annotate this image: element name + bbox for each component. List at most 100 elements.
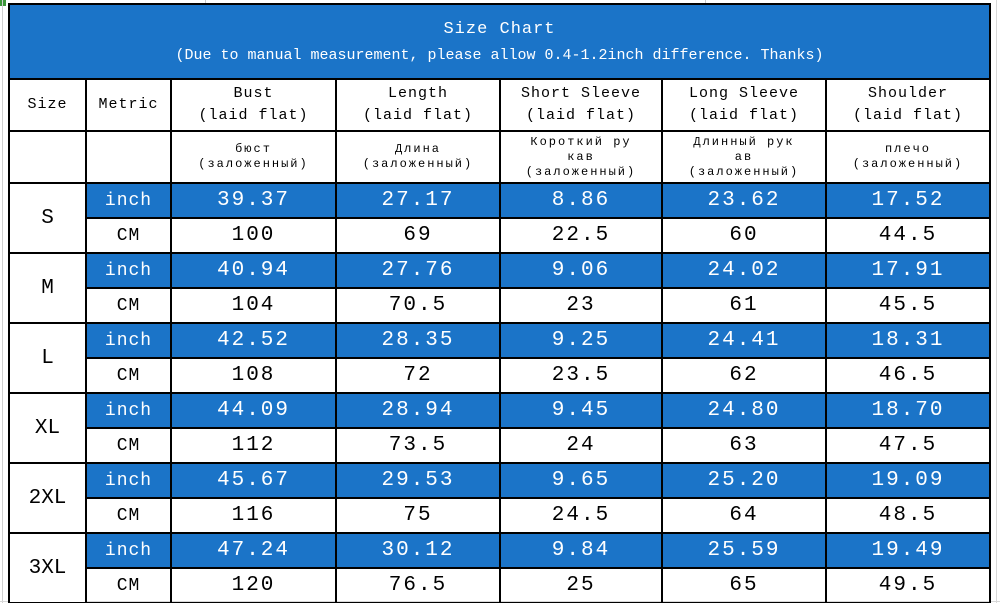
measurement-cell-cm: 25: [499, 567, 663, 603]
measurement-cell-inch: 9.25: [499, 322, 663, 359]
unit-label-cm: CM: [85, 497, 172, 534]
measurement-cell-inch: 28.94: [335, 392, 501, 429]
chart-subtitle: (Due to manual measurement, please allow…: [175, 46, 824, 64]
size-row-cm: CM 116 75 24.5 64 48.5: [9, 497, 991, 534]
size-label: S: [8, 182, 87, 254]
measurement-cell-cm: 100: [170, 217, 337, 254]
measurement-cell-inch: 42.52: [170, 322, 337, 359]
unit-label-inch: inch: [85, 462, 172, 499]
measurement-cell-cm: 108: [170, 357, 337, 394]
measurement-cell-inch: 27.76: [335, 252, 501, 289]
measurement-cell-inch: 9.65: [499, 462, 663, 499]
column-header-label: Long Sleeve: [688, 85, 800, 102]
measurement-cell-inch: 24.41: [661, 322, 827, 359]
unit-label-inch: inch: [85, 182, 172, 219]
russian-header-length: Длина (заложенный): [335, 130, 501, 184]
size-row-cm: CM 120 76.5 25 65 49.5: [9, 567, 991, 603]
column-header-long-sleeve: Long Sleeve (laid flat): [661, 78, 827, 132]
unit-label-inch: inch: [85, 532, 172, 569]
column-header-label: Short Sleeve: [520, 85, 642, 102]
measurement-cell-inch: 28.35: [335, 322, 501, 359]
measurement-cell-cm: 23.5: [499, 357, 663, 394]
size-chart-table: Size Chart (Due to manual measurement, p…: [8, 3, 991, 603]
measurement-cell-inch: 23.62: [661, 182, 827, 219]
banner: Size Chart (Due to manual measurement, p…: [8, 3, 991, 80]
measurement-cell-cm: 76.5: [335, 567, 501, 603]
size-row-cm: CM 108 72 23.5 62 46.5: [9, 357, 991, 394]
column-header-size: Size: [8, 78, 87, 132]
unit-label-inch: inch: [85, 252, 172, 289]
measurement-cell-inch: 9.45: [499, 392, 663, 429]
measurement-cell-inch: 8.86: [499, 182, 663, 219]
measurement-cell-inch: 24.02: [661, 252, 827, 289]
size-row-inch: XL inch 44.09 28.94 9.45 24.80 18.70: [8, 392, 991, 464]
measurement-cell-inch: 24.80: [661, 392, 827, 429]
column-header-bust: Bust (laid flat): [170, 78, 337, 132]
measurement-cell-cm: 65: [661, 567, 827, 603]
column-header-label: Shoulder: [867, 85, 948, 102]
measurement-cell-cm: 23: [499, 287, 663, 324]
measurement-cell-inch: 25.59: [661, 532, 827, 569]
measurement-cell-inch: 47.24: [170, 532, 337, 569]
russian-header-long-sleeve: Длинный рук ав (заложенный): [661, 130, 827, 184]
measurement-cell-cm: 47.5: [825, 427, 991, 464]
size-row-cm: CM 100 69 22.5 60 44.5: [9, 217, 991, 254]
measurement-cell-cm: 62: [661, 357, 827, 394]
unit-label-cm: CM: [85, 567, 172, 603]
measurement-cell-cm: 48.5: [825, 497, 991, 534]
measurement-cell-inch: 19.49: [825, 532, 991, 569]
measurement-cell-cm: 112: [170, 427, 337, 464]
measurement-cell-cm: 45.5: [825, 287, 991, 324]
measurement-cell-cm: 22.5: [499, 217, 663, 254]
measurement-cell-inch: 9.84: [499, 532, 663, 569]
column-header-label: Metric: [98, 96, 159, 113]
unit-label-cm: CM: [85, 357, 172, 394]
column-header-label: Bust: [233, 85, 274, 102]
column-header-sub: (laid flat): [852, 107, 964, 124]
size-label: 3XL: [8, 532, 87, 603]
measurement-cell-cm: 60: [661, 217, 827, 254]
measurement-cell-inch: 44.09: [170, 392, 337, 429]
measurement-cell-inch: 30.12: [335, 532, 501, 569]
size-row-cm: CM 104 70.5 23 61 45.5: [9, 287, 991, 324]
measurement-cell-inch: 45.67: [170, 462, 337, 499]
measurement-cell-inch: 18.31: [825, 322, 991, 359]
size-label: 2XL: [8, 462, 87, 534]
measurement-cell-cm: 63: [661, 427, 827, 464]
sheet-corner-mark: [0, 0, 6, 6]
column-header-length: Length (laid flat): [335, 78, 501, 132]
russian-header-empty: [8, 130, 87, 184]
size-label: M: [8, 252, 87, 324]
measurement-cell-cm: 69: [335, 217, 501, 254]
russian-header-empty: [85, 130, 172, 184]
measurement-cell-inch: 17.91: [825, 252, 991, 289]
measurement-cell-inch: 25.20: [661, 462, 827, 499]
column-header-row: Size Metric Bust (laid flat) Length (lai…: [8, 78, 991, 132]
size-label: XL: [8, 392, 87, 464]
measurement-cell-cm: 116: [170, 497, 337, 534]
measurement-cell-inch: 18.70: [825, 392, 991, 429]
russian-header-short-sleeve: Короткий ру кав (заложенный): [499, 130, 663, 184]
unit-label-cm: CM: [85, 287, 172, 324]
size-row-inch: 2XL inch 45.67 29.53 9.65 25.20 19.09: [8, 462, 991, 534]
column-header-shoulder: Shoulder (laid flat): [825, 78, 991, 132]
sheet-gridline-tick: [205, 0, 206, 4]
unit-label-cm: CM: [85, 427, 172, 464]
measurement-cell-inch: 9.06: [499, 252, 663, 289]
measurement-cell-cm: 24.5: [499, 497, 663, 534]
measurement-cell-inch: 39.37: [170, 182, 337, 219]
unit-label-inch: inch: [85, 392, 172, 429]
measurement-cell-cm: 64: [661, 497, 827, 534]
column-header-short-sleeve: Short Sleeve (laid flat): [499, 78, 663, 132]
chart-title: Size Chart: [443, 19, 556, 39]
banner-row: Size Chart (Due to manual measurement, p…: [8, 3, 991, 80]
measurement-cell-inch: 40.94: [170, 252, 337, 289]
size-row-cm: CM 112 73.5 24 63 47.5: [9, 427, 991, 464]
size-label: L: [8, 322, 87, 394]
column-header-sub: (laid flat): [362, 107, 474, 124]
